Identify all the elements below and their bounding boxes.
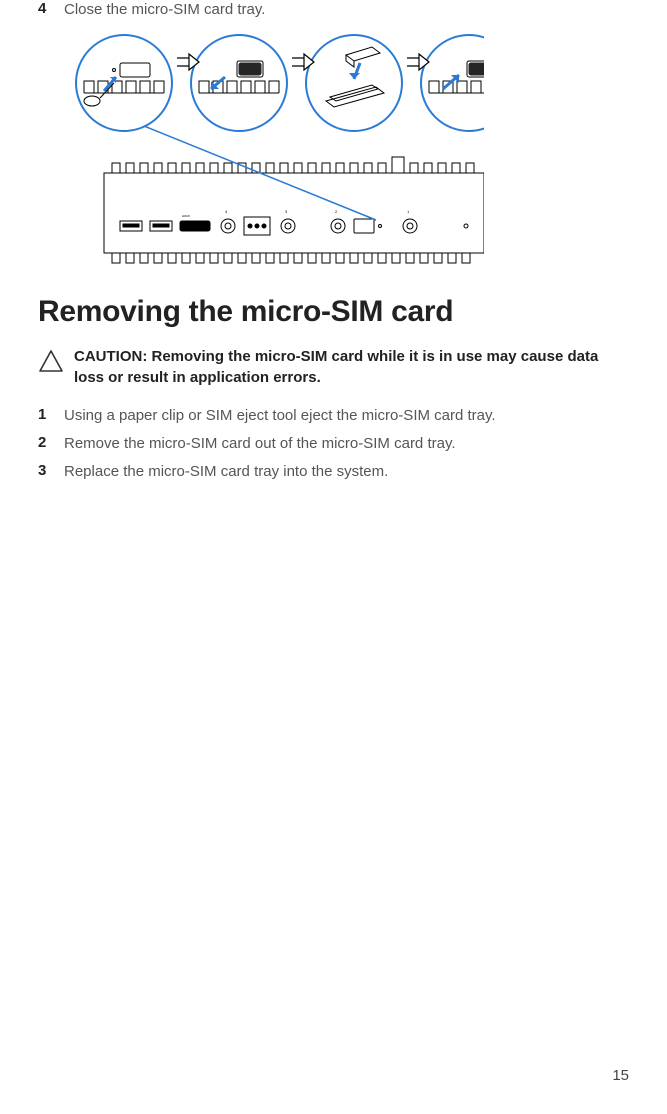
step-row: 3 Replace the micro-SIM card tray into t… — [38, 462, 629, 482]
section-heading: Removing the micro-SIM card — [38, 295, 629, 329]
step-4-row: 4 Close the micro-SIM card tray. — [38, 0, 629, 20]
step-4-number: 4 — [38, 0, 64, 17]
step-text: Remove the micro-SIM card out of the mic… — [64, 434, 456, 454]
diagram-svg: 4 3 2 1 HDMI — [64, 28, 484, 268]
step-row: 1 Using a paper clip or SIM eject tool e… — [38, 406, 629, 426]
step-number: 2 — [38, 434, 64, 451]
step-number: 1 — [38, 406, 64, 423]
step-row: 2 Remove the micro-SIM card out of the m… — [38, 434, 629, 454]
steps-list: 1 Using a paper clip or SIM eject tool e… — [38, 406, 629, 483]
step-text: Using a paper clip or SIM eject tool eje… — [64, 406, 496, 426]
page-number: 15 — [612, 1067, 629, 1084]
step-text: Replace the micro-SIM card tray into the… — [64, 462, 388, 482]
svg-text:HDMI: HDMI — [182, 214, 190, 218]
caution-text: CAUTION: Removing the micro-SIM card whi… — [74, 347, 629, 388]
sim-tray-diagram: 4 3 2 1 HDMI — [64, 28, 629, 273]
step-4-text: Close the micro-SIM card tray. — [64, 0, 265, 20]
caution-block: CAUTION: Removing the micro-SIM card whi… — [38, 347, 629, 388]
step-number: 3 — [38, 462, 64, 479]
caution-icon — [38, 349, 66, 378]
